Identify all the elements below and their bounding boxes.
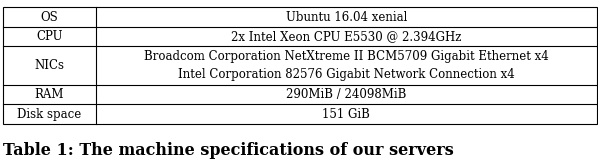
Text: OS: OS (41, 11, 58, 24)
Text: Ubuntu 16.04 xenial: Ubuntu 16.04 xenial (286, 11, 407, 24)
Text: 151 GiB: 151 GiB (322, 108, 370, 121)
Text: Disk space: Disk space (17, 108, 81, 121)
Text: CPU: CPU (36, 30, 63, 43)
Bar (3, 7, 597, 124)
Text: RAM: RAM (35, 88, 64, 101)
Text: 290MiB / 24098MiB: 290MiB / 24098MiB (286, 88, 407, 101)
Text: Table 1: The machine specifications of our servers: Table 1: The machine specifications of o… (3, 142, 454, 159)
Text: Broadcom Corporation NetXtreme II BCM5709 Gigabit Ethernet x4
Intel Corporation : Broadcom Corporation NetXtreme II BCM570… (144, 50, 548, 81)
Text: NICs: NICs (34, 59, 65, 72)
Text: 2x Intel Xeon CPU E5530 @ 2.394GHz: 2x Intel Xeon CPU E5530 @ 2.394GHz (231, 30, 462, 43)
